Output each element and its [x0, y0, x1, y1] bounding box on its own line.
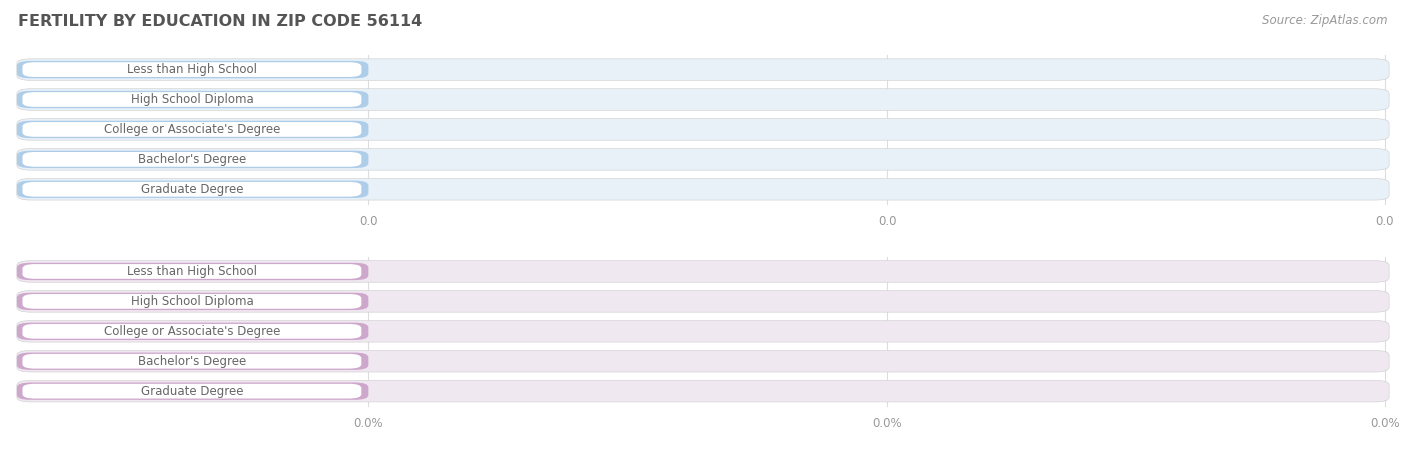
FancyBboxPatch shape: [17, 382, 368, 400]
FancyBboxPatch shape: [17, 291, 1389, 312]
FancyBboxPatch shape: [22, 152, 361, 167]
FancyBboxPatch shape: [17, 119, 1389, 140]
FancyBboxPatch shape: [17, 321, 1389, 342]
FancyBboxPatch shape: [17, 351, 1389, 372]
FancyBboxPatch shape: [22, 182, 361, 197]
Text: Bachelor's Degree: Bachelor's Degree: [138, 355, 246, 368]
Text: 0.0%: 0.0%: [329, 326, 360, 336]
FancyBboxPatch shape: [17, 89, 1389, 110]
Text: 0.0: 0.0: [340, 154, 360, 164]
FancyBboxPatch shape: [17, 179, 1389, 200]
FancyBboxPatch shape: [22, 354, 361, 369]
Text: 0.0%: 0.0%: [329, 266, 360, 276]
Text: High School Diploma: High School Diploma: [131, 93, 253, 106]
Text: 0.0: 0.0: [877, 215, 897, 228]
FancyBboxPatch shape: [17, 293, 368, 310]
Text: 0.0: 0.0: [340, 65, 360, 75]
Text: Less than High School: Less than High School: [127, 63, 257, 76]
Text: 0.0%: 0.0%: [329, 356, 360, 366]
Text: 0.0%: 0.0%: [353, 417, 384, 429]
FancyBboxPatch shape: [22, 384, 361, 399]
Text: FERTILITY BY EDUCATION IN ZIP CODE 56114: FERTILITY BY EDUCATION IN ZIP CODE 56114: [18, 14, 423, 29]
FancyBboxPatch shape: [17, 121, 368, 138]
FancyBboxPatch shape: [17, 91, 368, 108]
FancyBboxPatch shape: [22, 62, 361, 77]
FancyBboxPatch shape: [17, 151, 368, 168]
FancyBboxPatch shape: [17, 263, 368, 280]
FancyBboxPatch shape: [22, 264, 361, 279]
Text: 0.0: 0.0: [340, 184, 360, 194]
FancyBboxPatch shape: [17, 261, 1389, 282]
FancyBboxPatch shape: [17, 380, 1389, 402]
FancyBboxPatch shape: [22, 324, 361, 339]
FancyBboxPatch shape: [22, 92, 361, 107]
Text: 0.0%: 0.0%: [329, 386, 360, 396]
FancyBboxPatch shape: [17, 180, 368, 198]
FancyBboxPatch shape: [17, 352, 368, 370]
FancyBboxPatch shape: [22, 122, 361, 137]
Text: High School Diploma: High School Diploma: [131, 295, 253, 308]
Text: 0.0: 0.0: [340, 95, 360, 104]
FancyBboxPatch shape: [17, 323, 368, 340]
FancyBboxPatch shape: [17, 59, 1389, 80]
Text: 0.0%: 0.0%: [872, 417, 903, 429]
Text: 0.0: 0.0: [359, 215, 378, 228]
Text: College or Associate's Degree: College or Associate's Degree: [104, 123, 280, 136]
Text: 0.0%: 0.0%: [329, 296, 360, 306]
Text: 0.0: 0.0: [1375, 215, 1395, 228]
Text: 0.0: 0.0: [340, 124, 360, 134]
Text: Less than High School: Less than High School: [127, 265, 257, 278]
FancyBboxPatch shape: [17, 149, 1389, 170]
Text: Graduate Degree: Graduate Degree: [141, 385, 243, 398]
Text: Source: ZipAtlas.com: Source: ZipAtlas.com: [1263, 14, 1388, 27]
FancyBboxPatch shape: [22, 294, 361, 309]
Text: Bachelor's Degree: Bachelor's Degree: [138, 153, 246, 166]
Text: 0.0%: 0.0%: [1369, 417, 1400, 429]
Text: College or Associate's Degree: College or Associate's Degree: [104, 325, 280, 338]
FancyBboxPatch shape: [17, 61, 368, 78]
Text: Graduate Degree: Graduate Degree: [141, 183, 243, 196]
